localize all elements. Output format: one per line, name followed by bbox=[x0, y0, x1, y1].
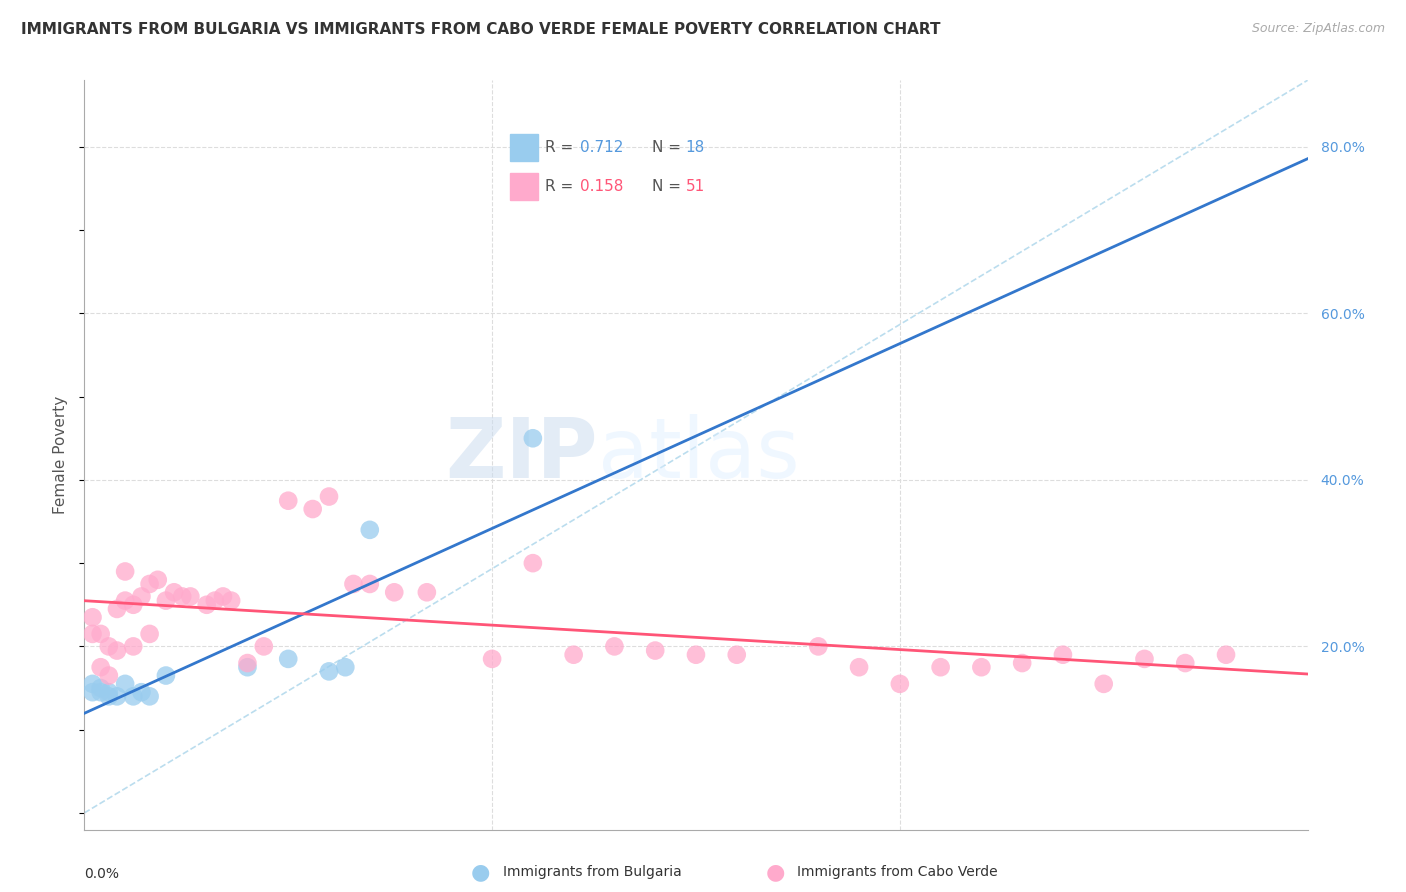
Text: 18: 18 bbox=[686, 140, 704, 155]
Point bbox=[644, 643, 666, 657]
Point bbox=[1174, 656, 1197, 670]
Text: Immigrants from Bulgaria: Immigrants from Bulgaria bbox=[503, 865, 682, 880]
Point bbox=[131, 685, 153, 699]
Point bbox=[219, 593, 242, 607]
Point bbox=[1011, 656, 1033, 670]
Point bbox=[359, 577, 381, 591]
Point bbox=[122, 598, 145, 612]
Text: N =: N = bbox=[652, 179, 686, 194]
Point bbox=[131, 590, 153, 604]
Point bbox=[82, 610, 104, 624]
Point bbox=[236, 656, 259, 670]
Text: atlas: atlas bbox=[598, 415, 800, 495]
Point bbox=[97, 690, 120, 704]
Point bbox=[685, 648, 707, 662]
Point bbox=[90, 627, 112, 641]
Text: N =: N = bbox=[652, 140, 686, 155]
Text: 0.0%: 0.0% bbox=[84, 867, 120, 881]
Point bbox=[97, 668, 120, 682]
Point bbox=[90, 685, 112, 699]
Point bbox=[97, 640, 120, 654]
Point bbox=[725, 648, 748, 662]
Point bbox=[163, 585, 186, 599]
Point bbox=[82, 677, 104, 691]
Point bbox=[481, 652, 503, 666]
Point bbox=[138, 627, 160, 641]
Point bbox=[522, 431, 544, 445]
Point bbox=[1215, 648, 1237, 662]
Point bbox=[105, 643, 128, 657]
Point bbox=[195, 598, 218, 612]
Point bbox=[359, 523, 381, 537]
Point bbox=[179, 590, 201, 604]
Point bbox=[90, 660, 112, 674]
Point bbox=[1133, 652, 1156, 666]
Point bbox=[889, 677, 911, 691]
Point bbox=[1052, 648, 1074, 662]
Point bbox=[301, 502, 323, 516]
Text: ●: ● bbox=[765, 863, 785, 882]
Point bbox=[236, 660, 259, 674]
Point bbox=[277, 652, 299, 666]
Point bbox=[335, 660, 357, 674]
Point bbox=[114, 565, 136, 579]
Point bbox=[105, 690, 128, 704]
Point bbox=[155, 593, 177, 607]
Text: ●: ● bbox=[471, 863, 491, 882]
Point bbox=[342, 577, 364, 591]
Point bbox=[105, 602, 128, 616]
Point bbox=[122, 640, 145, 654]
Point bbox=[253, 640, 276, 654]
Point bbox=[122, 690, 145, 704]
Point bbox=[562, 648, 585, 662]
Point bbox=[204, 593, 226, 607]
Bar bbox=[510, 173, 537, 201]
Bar bbox=[510, 134, 537, 161]
Point bbox=[114, 593, 136, 607]
Point bbox=[97, 685, 120, 699]
Point bbox=[277, 493, 299, 508]
Text: R =: R = bbox=[546, 140, 578, 155]
Point bbox=[82, 627, 104, 641]
Text: 51: 51 bbox=[686, 179, 704, 194]
Text: IMMIGRANTS FROM BULGARIA VS IMMIGRANTS FROM CABO VERDE FEMALE POVERTY CORRELATIO: IMMIGRANTS FROM BULGARIA VS IMMIGRANTS F… bbox=[21, 22, 941, 37]
Text: ZIP: ZIP bbox=[446, 415, 598, 495]
Point bbox=[172, 590, 194, 604]
Point bbox=[382, 585, 405, 599]
Text: 0.158: 0.158 bbox=[581, 179, 624, 194]
Point bbox=[1092, 677, 1115, 691]
Point bbox=[82, 685, 104, 699]
Text: 0.712: 0.712 bbox=[581, 140, 624, 155]
Text: Source: ZipAtlas.com: Source: ZipAtlas.com bbox=[1251, 22, 1385, 36]
Point bbox=[807, 640, 830, 654]
Y-axis label: Female Poverty: Female Poverty bbox=[53, 396, 69, 514]
Point bbox=[416, 585, 439, 599]
Point bbox=[603, 640, 626, 654]
Point bbox=[929, 660, 952, 674]
Point bbox=[318, 490, 340, 504]
Point bbox=[970, 660, 993, 674]
Point bbox=[138, 577, 160, 591]
Point bbox=[318, 665, 340, 679]
Point bbox=[114, 677, 136, 691]
Point bbox=[155, 668, 177, 682]
Text: Immigrants from Cabo Verde: Immigrants from Cabo Verde bbox=[797, 865, 997, 880]
Point bbox=[212, 590, 235, 604]
Point bbox=[138, 690, 160, 704]
Point bbox=[90, 681, 112, 695]
Text: R =: R = bbox=[546, 179, 578, 194]
Point bbox=[522, 556, 544, 570]
Point bbox=[146, 573, 169, 587]
Point bbox=[848, 660, 870, 674]
